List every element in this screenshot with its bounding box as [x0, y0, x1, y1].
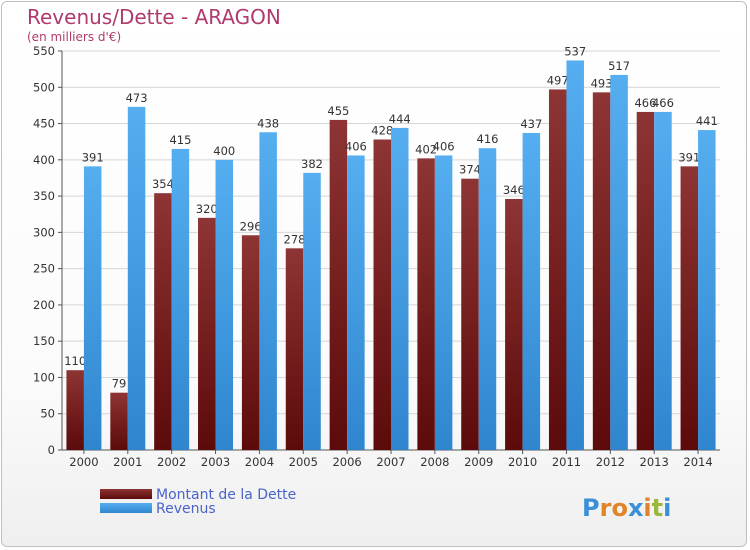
data-label-revenus: 416	[477, 132, 499, 146]
y-tick-label: 400	[33, 153, 55, 167]
data-label-dette: 79	[112, 377, 127, 391]
y-tick-label: 250	[33, 262, 55, 276]
data-label-revenus: 537	[564, 44, 586, 58]
data-label-dette: 374	[459, 163, 481, 177]
bar-revenus	[478, 148, 497, 450]
logo-text: Proxiti	[582, 494, 671, 522]
x-tick-label: 2000	[69, 455, 98, 469]
bar-dette	[680, 166, 699, 450]
x-tick-label: 2010	[508, 455, 537, 469]
legend-swatch-revenus	[100, 503, 152, 513]
bar-revenus	[347, 155, 365, 450]
data-label-revenus: 391	[82, 150, 104, 164]
data-label-dette: 296	[240, 219, 262, 233]
data-label-dette: 278	[284, 232, 306, 246]
data-label-dette: 391	[678, 150, 700, 164]
data-label-revenus: 444	[389, 112, 411, 126]
bar-dette	[417, 158, 435, 450]
bar-dette	[592, 92, 611, 451]
data-label-dette: 110	[64, 354, 86, 368]
legend-swatch-dette	[100, 489, 152, 499]
data-label-revenus: 438	[257, 116, 279, 130]
legend-label-revenus: Revenus	[156, 501, 216, 517]
y-tick-label: 50	[40, 407, 55, 421]
y-tick-label: 200	[33, 298, 55, 312]
bar-revenus	[654, 111, 672, 451]
y-tick-label: 150	[33, 334, 55, 348]
x-tick-label: 2004	[245, 455, 274, 469]
data-label-dette: 354	[152, 177, 174, 191]
data-label-dette: 346	[503, 183, 525, 197]
bar-dette	[505, 198, 523, 450]
data-label-revenus: 441	[696, 114, 718, 128]
bar-dette	[285, 248, 304, 450]
bar-revenus	[610, 74, 628, 450]
y-tick-label: 100	[33, 370, 55, 384]
bar-dette	[66, 370, 84, 450]
y-tick-label: 350	[33, 189, 55, 203]
x-tick-label: 2005	[289, 455, 318, 469]
data-label-dette: 320	[196, 202, 218, 216]
y-tick-label: 300	[33, 225, 55, 239]
x-tick-label: 2007	[376, 455, 405, 469]
x-tick-label: 2003	[201, 455, 230, 469]
x-tick-label: 2011	[552, 455, 581, 469]
y-tick-label: 450	[33, 117, 55, 131]
x-tick-label: 2014	[683, 455, 712, 469]
bar-revenus	[215, 159, 234, 450]
data-label-revenus: 466	[652, 96, 674, 110]
x-tick-label: 2006	[332, 455, 361, 469]
data-label-dette: 455	[327, 104, 349, 118]
data-label-dette: 402	[415, 142, 437, 156]
x-tick-label: 2008	[420, 455, 449, 469]
proxiti-logo: Proxiti	[582, 494, 671, 522]
x-tick-label: 2001	[113, 455, 142, 469]
bar-dette	[154, 193, 172, 450]
y-tick-label: 550	[33, 44, 55, 58]
plot-area: 0 50 100 150 200 250 300 350 400 450 500 550 110 391 2…	[33, 44, 720, 469]
bar-revenus	[303, 172, 321, 451]
bar-revenus	[566, 60, 584, 450]
y-tick-label: 0	[48, 443, 55, 457]
bar-revenus	[127, 106, 146, 451]
bar-revenus	[259, 132, 277, 450]
data-label-revenus: 406	[345, 139, 367, 153]
bar-revenus	[391, 127, 409, 450]
data-label-revenus: 517	[608, 59, 630, 73]
bar-dette	[548, 89, 567, 450]
chart-subtitle: (en milliers d'€)	[27, 30, 121, 44]
bar-dette	[110, 392, 128, 450]
bar-revenus	[522, 132, 541, 450]
data-label-dette: 428	[371, 124, 393, 138]
bar-dette	[241, 235, 260, 450]
x-tick-label: 2002	[157, 455, 186, 469]
data-label-revenus: 415	[169, 133, 191, 147]
y-tick-label: 500	[33, 80, 55, 94]
data-label-revenus: 437	[520, 117, 542, 131]
legend-label-dette: Montant de la Dette	[156, 487, 296, 503]
x-tick-label: 2013	[640, 455, 669, 469]
bar-revenus	[698, 130, 716, 451]
bar-dette	[373, 139, 391, 451]
bar-revenus	[83, 166, 102, 450]
data-label-revenus: 473	[126, 91, 148, 105]
bar-dette	[461, 178, 479, 450]
x-tick-label: 2009	[464, 455, 493, 469]
chart-title: Revenus/Dette - ARAGON	[27, 5, 281, 29]
data-label-revenus: 406	[433, 139, 455, 153]
bar-dette	[198, 217, 216, 450]
data-label-dette: 466	[634, 96, 656, 110]
bar-revenus	[171, 148, 190, 450]
x-tick-label: 2012	[596, 455, 625, 469]
bar-dette	[329, 119, 348, 450]
data-label-dette: 493	[591, 76, 613, 90]
bar-revenus	[434, 155, 453, 450]
data-label-revenus: 382	[301, 157, 323, 171]
bar-dette	[636, 111, 655, 451]
data-label-revenus: 400	[213, 144, 235, 158]
data-label-dette: 497	[547, 73, 569, 87]
